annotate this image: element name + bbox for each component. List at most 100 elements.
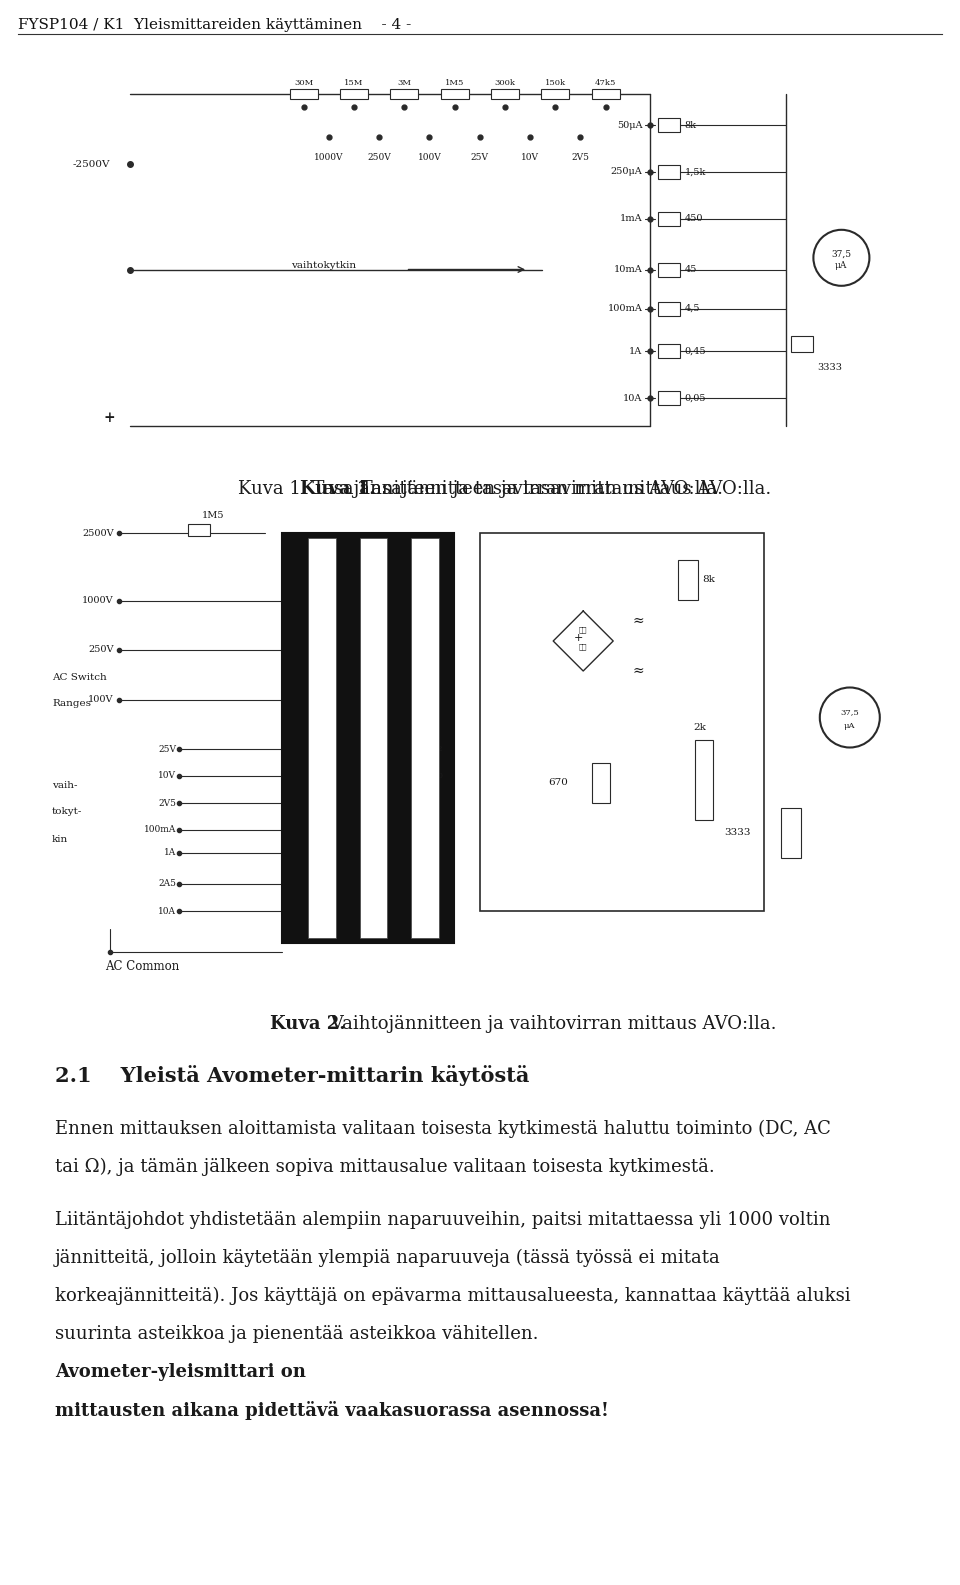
Text: ★★: ★★ — [579, 624, 588, 632]
Text: 37,5: 37,5 — [840, 708, 859, 716]
Text: AC Common: AC Common — [105, 961, 180, 973]
Bar — [659, 344, 681, 358]
Text: 3333: 3333 — [725, 827, 751, 837]
Text: korkeajännitteitä). Jos käyttäjä on epävarma mittausalueesta, kannattaa käyttää : korkeajännitteitä). Jos käyttäjä on epäv… — [55, 1287, 851, 1306]
Text: vaih-: vaih- — [52, 780, 78, 789]
Text: jännitteitä, jolloin käytetään ylempiä naparuuveja (tässä työssä ei mitata: jännitteitä, jolloin käytetään ylempiä n… — [55, 1249, 721, 1268]
Text: Ennen mittauksen aloittamista valitaan toisesta kytkimestä haluttu toiminto (DC,: Ennen mittauksen aloittamista valitaan t… — [55, 1121, 830, 1138]
Text: vaihtokytkin: vaihtokytkin — [292, 262, 356, 269]
Bar — [340, 89, 368, 98]
Text: Vaihtojännitteen ja vaihtovirran mittaus AVO:lla.: Vaihtojännitteen ja vaihtovirran mittaus… — [325, 1014, 777, 1033]
Text: 100V: 100V — [88, 694, 114, 704]
Bar — [659, 391, 681, 406]
Bar — [187, 525, 209, 536]
Bar — [402, 743, 418, 754]
Bar — [781, 807, 801, 857]
Text: 6k2: 6k2 — [428, 745, 444, 753]
Text: 2500V: 2500V — [83, 528, 114, 537]
Text: 10A: 10A — [158, 907, 176, 916]
Text: 2k: 2k — [693, 723, 707, 732]
Text: 670: 670 — [548, 778, 567, 788]
Text: Kuva 1. Tasajännitteen ja tasavirran mittaus AVO:lla.: Kuva 1. Tasajännitteen ja tasavirran mit… — [237, 480, 723, 498]
Bar — [659, 212, 681, 225]
Text: 1,5k: 1,5k — [684, 168, 706, 176]
Text: 0,05: 0,05 — [684, 393, 706, 403]
Text: 2V5: 2V5 — [158, 799, 176, 807]
Text: 10A: 10A — [623, 393, 642, 403]
Text: 2V5: 2V5 — [571, 152, 589, 162]
Text: 3333: 3333 — [817, 363, 843, 371]
Text: AC Switch: AC Switch — [52, 672, 107, 682]
Text: 1M5: 1M5 — [203, 510, 225, 520]
Bar — [390, 89, 419, 98]
Bar — [360, 537, 387, 937]
Text: 47k5: 47k5 — [595, 79, 616, 87]
Text: suurinta asteikkoa ja pienentää asteikkoa vähitellen.: suurinta asteikkoa ja pienentää asteikko… — [55, 1325, 544, 1342]
Text: 30M: 30M — [294, 79, 313, 87]
Text: 100mA: 100mA — [144, 826, 176, 834]
Text: 300k: 300k — [494, 79, 516, 87]
Text: 45: 45 — [684, 265, 697, 274]
Text: 1mA: 1mA — [620, 214, 642, 223]
Bar — [659, 301, 681, 315]
Text: 37,5: 37,5 — [831, 249, 852, 258]
Text: 10mA: 10mA — [613, 265, 642, 274]
Text: 250V: 250V — [368, 152, 391, 162]
Bar — [591, 89, 619, 98]
Text: tokyt-: tokyt- — [52, 807, 83, 816]
Bar — [441, 89, 468, 98]
Text: Kuva 1.: Kuva 1. — [300, 480, 375, 498]
Text: tai Ω), ja tämän jälkeen sopiva mittausalue valitaan toisesta kytkimestä.: tai Ω), ja tämän jälkeen sopiva mittausa… — [55, 1159, 715, 1176]
Text: 4,5: 4,5 — [684, 304, 700, 312]
Text: ≈: ≈ — [633, 613, 644, 628]
Text: μA: μA — [844, 721, 855, 729]
Bar — [308, 537, 336, 937]
Bar — [659, 263, 681, 276]
Text: 50μA: 50μA — [617, 120, 642, 130]
Text: 10V: 10V — [158, 772, 176, 780]
Text: 0,45: 0,45 — [684, 347, 706, 357]
Text: 1000V: 1000V — [83, 596, 114, 605]
Bar — [659, 165, 681, 179]
Text: 15M: 15M — [345, 79, 364, 87]
Text: 250V: 250V — [88, 645, 114, 655]
Text: 25V: 25V — [470, 152, 489, 162]
Text: μA: μA — [835, 262, 848, 271]
Bar — [591, 762, 610, 802]
Text: 250μA: 250μA — [611, 168, 642, 176]
Text: 8k: 8k — [702, 575, 714, 585]
Bar — [282, 533, 454, 943]
Text: 100V: 100V — [418, 152, 442, 162]
Text: 150k: 150k — [544, 79, 565, 87]
Text: ★★: ★★ — [579, 642, 588, 650]
Text: 1000V: 1000V — [314, 152, 344, 162]
Bar — [480, 533, 764, 911]
Text: 1M5: 1M5 — [444, 79, 465, 87]
Text: 10V: 10V — [521, 152, 540, 162]
Text: 450: 450 — [684, 214, 703, 223]
Bar — [402, 770, 418, 781]
Text: mittausten aikana pidettävä vaakasuorassa asennossa!: mittausten aikana pidettävä vaakasuorass… — [55, 1401, 609, 1420]
Bar — [541, 89, 569, 98]
Text: Kuva 2.: Kuva 2. — [270, 1014, 346, 1033]
Bar — [659, 119, 681, 132]
Text: +: + — [573, 632, 583, 644]
Bar — [791, 336, 813, 352]
Text: 2.1    Yleistä Avometer-mittarin käytöstä: 2.1 Yleistä Avometer-mittarin käytöstä — [55, 1065, 529, 1086]
Text: 25V: 25V — [158, 745, 176, 753]
Bar — [402, 797, 418, 808]
Text: -2500V: -2500V — [73, 160, 110, 168]
Text: 950: 950 — [428, 772, 444, 780]
Text: Liitäntäjohdot yhdistetään alempiin naparuuveihin, paitsi mitattaessa yli 1000 v: Liitäntäjohdot yhdistetään alempiin napa… — [55, 1211, 830, 1228]
Text: FYSP104 / K1  Yleismittareiden käyttäminen    - 4 -: FYSP104 / K1 Yleismittareiden käyttämine… — [18, 17, 411, 32]
Text: kin: kin — [52, 834, 68, 843]
Text: 62: 62 — [428, 799, 439, 807]
Text: Tasajännitteen ja tasavirran mittaus AVO:lla.: Tasajännitteen ja tasavirran mittaus AVO… — [355, 480, 771, 498]
Text: 100mA: 100mA — [608, 304, 642, 312]
Text: 3M: 3M — [397, 79, 411, 87]
Bar — [491, 89, 519, 98]
Text: 2A5: 2A5 — [158, 880, 176, 889]
Text: +: + — [104, 411, 115, 425]
Text: 1A: 1A — [164, 848, 176, 857]
Text: ≈: ≈ — [633, 664, 644, 678]
